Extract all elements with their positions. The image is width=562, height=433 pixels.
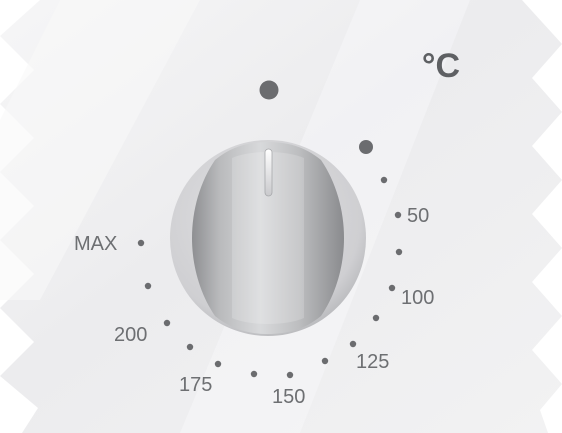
scale-dot	[372, 314, 380, 322]
scale-dot	[359, 140, 373, 154]
scale-dot	[163, 319, 171, 327]
scale-dots	[137, 140, 403, 379]
scale-dot	[144, 282, 152, 290]
scale-dot	[250, 370, 258, 378]
scale-dot	[380, 176, 388, 184]
scale-dot	[137, 239, 145, 247]
off-indicator-icon	[259, 80, 279, 100]
scale-label-50: 50	[407, 205, 429, 227]
scale-dot	[349, 340, 357, 348]
scale-dot	[388, 284, 396, 292]
scale-label-125: 125	[356, 351, 389, 373]
temperature-knob[interactable]	[170, 140, 366, 336]
scale-label-150: 150	[272, 386, 305, 408]
knob-pointer	[264, 148, 273, 197]
scale-dot	[321, 357, 329, 365]
scale-label-200: 200	[114, 324, 147, 346]
unit-label: °C	[422, 47, 460, 85]
scale-dot	[394, 211, 402, 219]
knob-grip[interactable]	[192, 142, 344, 334]
knob-grip-highlight	[232, 152, 304, 324]
scale-label-100: 100	[401, 287, 434, 309]
scale-dot	[395, 248, 403, 256]
scale-dot	[186, 343, 194, 351]
scale-dot	[214, 360, 222, 368]
panel-sheen-band	[0, 0, 200, 300]
scale-label-max: MAX	[74, 233, 117, 255]
scale-label-175: 175	[179, 374, 212, 396]
scale-dot	[286, 371, 294, 379]
